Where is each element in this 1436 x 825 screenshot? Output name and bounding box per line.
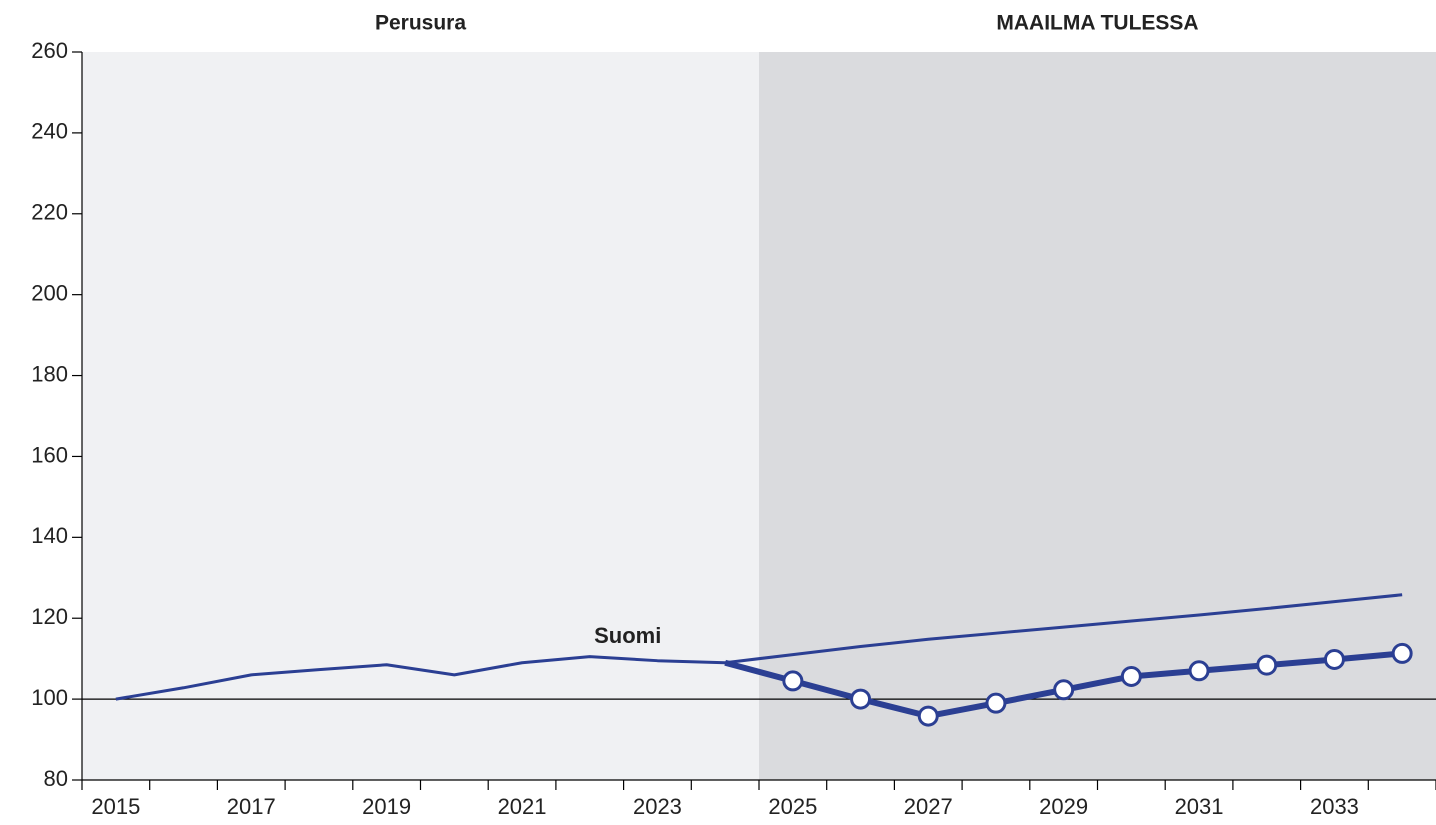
- x-tick-label: 2025: [768, 794, 817, 819]
- x-tick-label: 2031: [1175, 794, 1224, 819]
- marker: [850, 688, 872, 710]
- line: [115, 593, 1403, 701]
- marker: [1256, 654, 1278, 676]
- region-title: Perusura: [375, 12, 466, 35]
- series-label: Suomi: [594, 623, 661, 648]
- x-tick-label: 2017: [227, 794, 276, 819]
- y-tick-label: 160: [31, 442, 68, 467]
- x-tick-label: 2027: [904, 794, 953, 819]
- x-tick-label: 2023: [633, 794, 682, 819]
- y-tick-label: 120: [31, 604, 68, 629]
- marker: [1391, 642, 1413, 664]
- region: [759, 52, 1436, 780]
- x-tick-label: 2033: [1310, 794, 1359, 819]
- y-tick-label: 200: [31, 280, 68, 305]
- y-tick-label: 80: [44, 766, 68, 791]
- marker: [917, 705, 939, 727]
- marker: [1053, 679, 1075, 701]
- marker: [985, 692, 1007, 714]
- y-tick-label: 220: [31, 200, 68, 225]
- x-tick-label: 2021: [498, 794, 547, 819]
- y-tick-label: 140: [31, 523, 68, 548]
- x-tick-label: 2029: [1039, 794, 1088, 819]
- region-title: MAAILMA TULESSA: [996, 12, 1198, 35]
- marker: [782, 670, 804, 692]
- x-tick-label: 2015: [91, 794, 140, 819]
- marker: [1120, 665, 1142, 687]
- y-tick-label: 260: [31, 38, 68, 63]
- marker: [1323, 648, 1345, 670]
- y-tick-label: 180: [31, 361, 68, 386]
- marker: [1188, 660, 1210, 682]
- y-tick-label: 100: [31, 685, 68, 710]
- y-tick-label: 240: [31, 119, 68, 144]
- x-tick-label: 2019: [362, 794, 411, 819]
